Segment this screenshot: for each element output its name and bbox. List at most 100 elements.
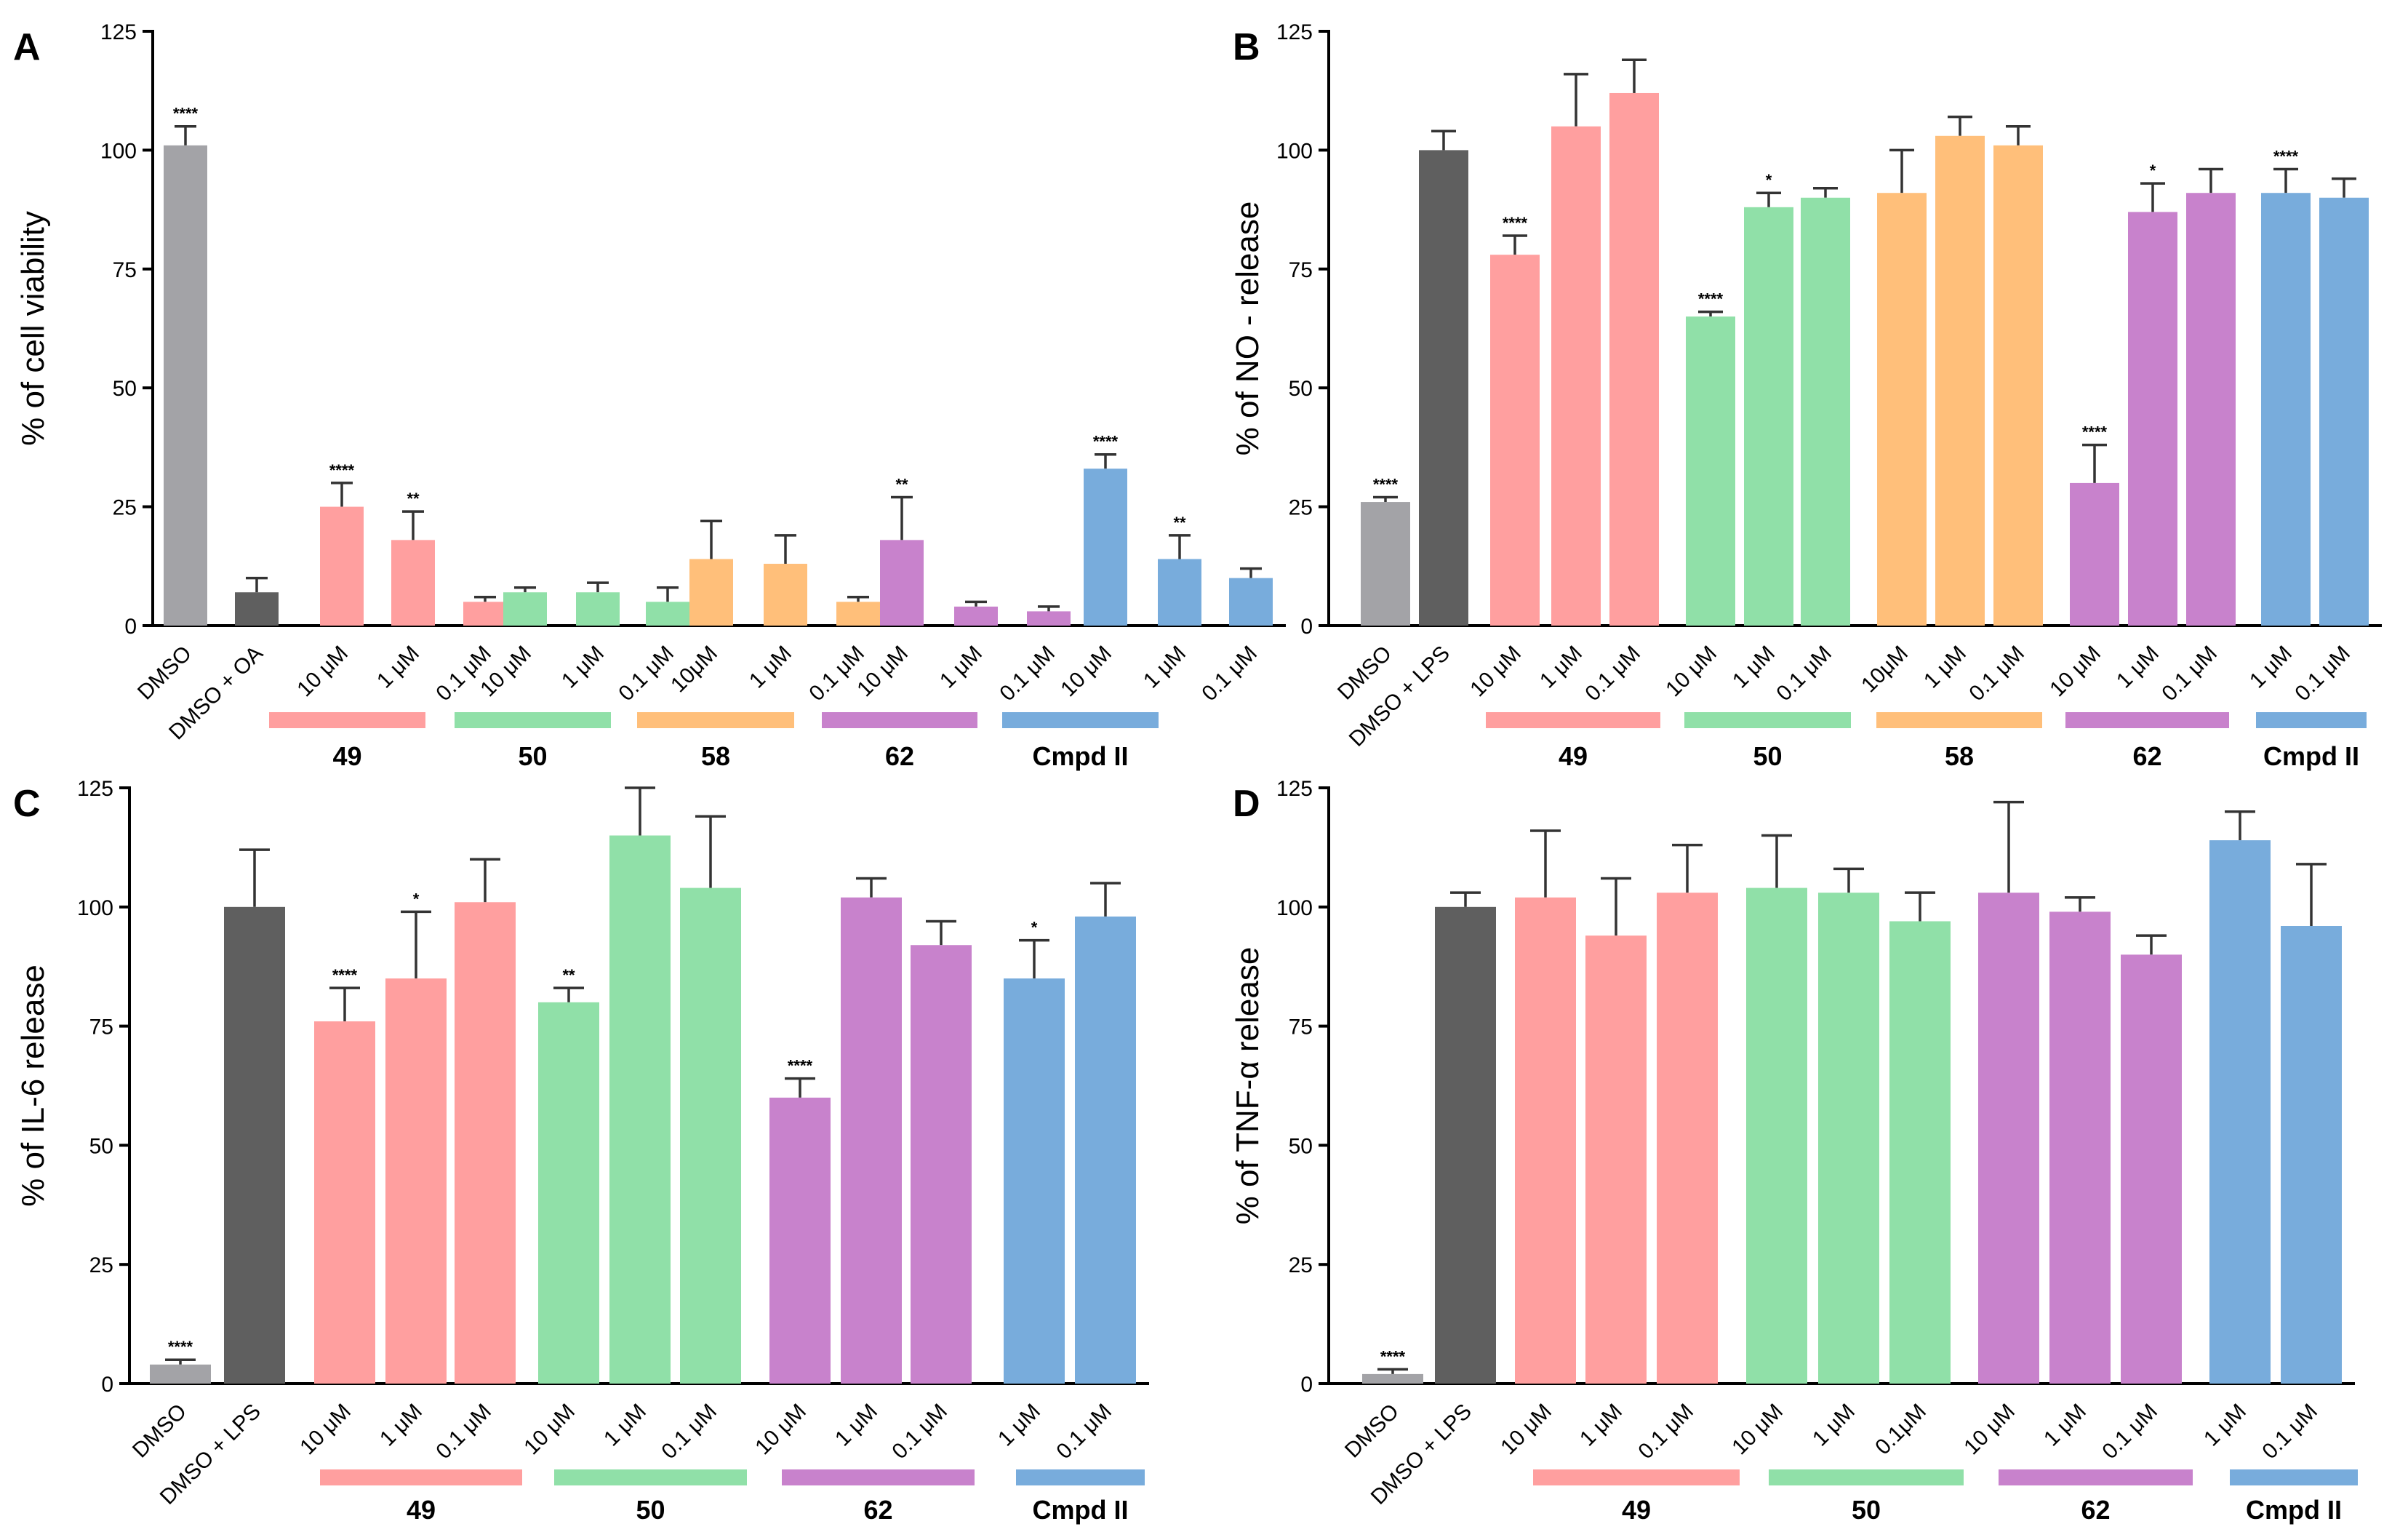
group-bracket xyxy=(2065,712,2229,728)
x-tick-label: 10 μM xyxy=(2045,642,2105,702)
x-tick-label: 0.1 μM xyxy=(1197,642,1262,706)
group-label: Cmpd II xyxy=(1033,741,1129,771)
bar xyxy=(609,835,671,1384)
significance-label: ** xyxy=(1173,514,1186,532)
bar xyxy=(2261,193,2311,626)
group-label: 50 xyxy=(636,1495,665,1525)
x-tick-label: 0.1μM xyxy=(1871,1400,1931,1460)
significance-label: **** xyxy=(1503,214,1528,232)
bar xyxy=(1361,502,1410,626)
bar xyxy=(954,606,998,626)
y-tick-label: 50 xyxy=(1289,1134,1313,1158)
group-bracket xyxy=(782,1469,975,1485)
significance-label: **** xyxy=(173,105,199,123)
bar xyxy=(680,887,741,1384)
bar xyxy=(1609,92,1659,626)
x-tick-label: 0.1 μM xyxy=(2157,642,2222,706)
y-tick-label: 125 xyxy=(1276,777,1313,801)
group-label: Cmpd II xyxy=(2246,1495,2342,1525)
x-tick-label: 10 μM xyxy=(751,1400,811,1460)
panel-D: D % of TNF-α release 0 25 50 75 100 125 **** DMSO… xyxy=(1230,777,2358,1525)
group-bracket xyxy=(2256,712,2367,728)
group-bracket xyxy=(1002,712,1159,728)
bar xyxy=(841,897,902,1384)
x-tick-label: 1 μM xyxy=(599,1400,651,1451)
y-tick-label: 75 xyxy=(89,1016,113,1040)
bar xyxy=(455,902,516,1384)
panel-letter: D xyxy=(1233,783,1260,825)
x-tick-label: 0.1 μM xyxy=(2257,1400,2322,1464)
bar xyxy=(2209,840,2271,1384)
group-bracket xyxy=(637,712,794,728)
x-tick-label: 1 μM xyxy=(1728,642,1780,693)
group-bracket xyxy=(455,712,611,728)
group-label: 49 xyxy=(1622,1495,1651,1525)
x-tick-label: 10μM xyxy=(666,642,722,698)
group-bracket xyxy=(1016,1469,1145,1485)
bar xyxy=(2319,197,2369,626)
bar xyxy=(1419,150,1468,626)
x-tick-label: 0.1 μM xyxy=(995,642,1060,706)
x-tick-label: 10 μM xyxy=(292,642,353,702)
bar xyxy=(1935,135,1985,626)
significance-label: **** xyxy=(1093,433,1119,451)
group-label: 62 xyxy=(885,741,914,771)
x-tick-label: 0.1 μM xyxy=(657,1400,721,1464)
y-tick-label: 25 xyxy=(1289,1253,1313,1277)
x-tick-label: 1 μM xyxy=(745,642,796,693)
bar xyxy=(503,592,547,626)
group-bracket xyxy=(269,712,425,728)
x-tick-label: 1 μM xyxy=(1139,642,1191,693)
x-tick-label: 10 μM xyxy=(295,1400,356,1460)
significance-label: **** xyxy=(788,1057,813,1075)
bar xyxy=(1362,1373,1423,1384)
x-tick-label: 1 μM xyxy=(372,642,424,693)
group-label: 49 xyxy=(407,1495,436,1525)
x-tick-label: 1 μM xyxy=(2199,1400,2251,1451)
x-tick-label: 0.1 μM xyxy=(1772,642,1836,706)
group-label: 50 xyxy=(1852,1495,1881,1525)
bar xyxy=(646,602,689,626)
x-tick-label: 10 μM xyxy=(1056,642,1116,702)
y-axis-label: % of cell viability xyxy=(15,211,51,446)
bar xyxy=(1877,193,1927,626)
bar xyxy=(911,945,972,1384)
group-bracket xyxy=(1486,712,1660,728)
panel-letter: B xyxy=(1233,26,1260,68)
significance-label: * xyxy=(413,890,420,908)
bar xyxy=(2186,193,2236,626)
y-tick-label: 0 xyxy=(1300,1373,1313,1397)
y-tick-label: 50 xyxy=(89,1134,113,1158)
x-tick-label: 1 μM xyxy=(557,642,609,693)
x-tick-label: 10 μM xyxy=(1727,1400,1788,1460)
group-bracket xyxy=(2230,1469,2358,1485)
group-bracket xyxy=(320,1469,522,1485)
x-tick-label: 0.1 μM xyxy=(1580,642,1645,706)
y-tick-label: 50 xyxy=(1289,377,1313,401)
y-tick-label: 25 xyxy=(113,496,137,520)
bar xyxy=(2049,911,2111,1384)
bar xyxy=(1993,145,2043,626)
bar xyxy=(1027,611,1071,626)
significance-label: **** xyxy=(332,966,358,984)
group-label: 49 xyxy=(1559,741,1588,771)
bar xyxy=(1746,887,1807,1384)
panel-letter: A xyxy=(13,26,41,68)
significance-label: * xyxy=(2150,161,2156,180)
y-axis-label: % of TNF-α release xyxy=(1230,947,1265,1225)
bar xyxy=(1075,916,1136,1384)
bar xyxy=(224,906,285,1384)
x-tick-label: 1 μM xyxy=(2112,642,2164,693)
bar xyxy=(880,540,924,626)
group-label: Cmpd II xyxy=(2263,741,2359,771)
bar xyxy=(769,1097,831,1384)
bar xyxy=(1686,316,1735,626)
y-tick-label: 0 xyxy=(124,615,137,639)
bar xyxy=(538,1002,599,1384)
group-label: 62 xyxy=(2081,1495,2110,1525)
y-tick-label: 125 xyxy=(77,777,113,801)
x-tick-label: 0.1 μM xyxy=(2290,642,2355,706)
x-tick-label: 1 μM xyxy=(1919,642,1971,693)
x-tick-label: 0.1 μM xyxy=(1964,642,2029,706)
panel-B: B% of NO - release0255075100125****DMSOD… xyxy=(1230,20,2382,771)
